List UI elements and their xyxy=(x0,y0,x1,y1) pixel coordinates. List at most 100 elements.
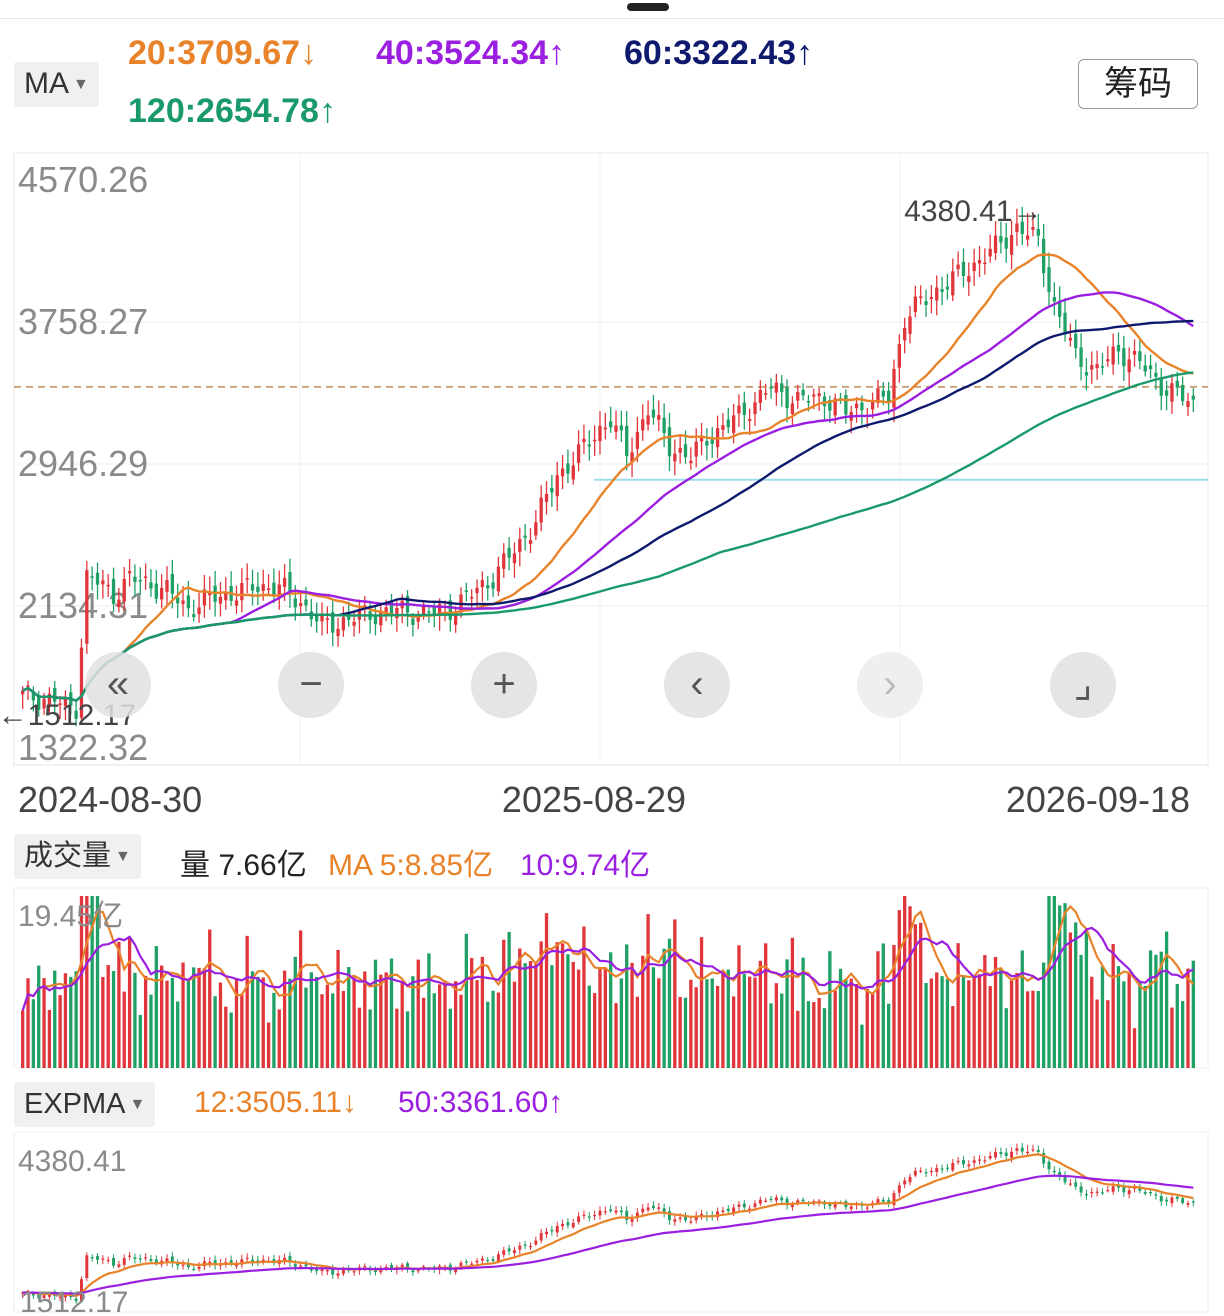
candle-body xyxy=(801,389,805,396)
expma-candle-body xyxy=(732,1207,736,1213)
expma-candle-body xyxy=(812,1201,816,1203)
expma-candle-body xyxy=(523,1244,527,1246)
candle-body xyxy=(240,583,244,601)
expma-candle-body xyxy=(213,1260,217,1266)
volume-bar xyxy=(812,1002,816,1068)
volume-bar xyxy=(47,1009,52,1068)
expma-panel-frame xyxy=(13,1131,1209,1313)
candle-body xyxy=(967,276,971,282)
volume-bar xyxy=(1052,896,1057,1068)
x-axis-date-label: 2025-08-29 xyxy=(502,779,686,820)
volume-selector[interactable]: 成交量 ▼ xyxy=(14,834,141,880)
expma-candle-body xyxy=(1015,1148,1019,1151)
volume-bar xyxy=(277,1009,281,1068)
candle-body xyxy=(512,553,517,564)
volume-bar xyxy=(475,980,479,1068)
expma-candle-body xyxy=(619,1210,623,1213)
candle-body xyxy=(486,585,490,589)
volume-bar xyxy=(940,976,944,1068)
expma-candle-body xyxy=(235,1264,238,1267)
expma-candle-body xyxy=(1149,1192,1153,1194)
candle-body xyxy=(320,614,324,622)
volume-bar xyxy=(1095,999,1099,1068)
volume-bar xyxy=(379,974,383,1068)
volume-bar xyxy=(518,948,522,1068)
expma-candle-body xyxy=(657,1207,661,1209)
expma-candle-body xyxy=(582,1214,586,1216)
drag-handle[interactable] xyxy=(627,3,669,11)
candle-body xyxy=(411,618,415,625)
volume-bar xyxy=(667,938,672,1068)
chip-distribution-button[interactable]: 筹码 xyxy=(1078,59,1198,109)
zoom-in-button[interactable]: + xyxy=(471,652,537,718)
volume-bar xyxy=(694,987,698,1068)
expma-candle-body xyxy=(913,1170,917,1176)
expma-candle-body xyxy=(507,1248,511,1252)
expma-candle-body xyxy=(1170,1197,1174,1204)
candle-body xyxy=(272,582,276,596)
volume-bar xyxy=(731,996,736,1068)
expma-candle-body xyxy=(1133,1187,1136,1189)
expma-candle-body xyxy=(122,1257,126,1265)
candle-body xyxy=(828,400,832,411)
candle-body xyxy=(480,580,485,588)
expma-candle-body xyxy=(876,1199,880,1204)
candle-body xyxy=(555,475,559,497)
expma-candle-body xyxy=(1154,1194,1158,1196)
volume-bar xyxy=(26,978,30,1068)
candle-body xyxy=(502,553,506,569)
expma-candle-body xyxy=(288,1255,292,1263)
expma-selector[interactable]: EXPMA ▼ xyxy=(14,1082,156,1128)
candle-body xyxy=(202,589,207,606)
volume-bar xyxy=(635,996,640,1068)
expma-candle-body xyxy=(315,1269,319,1272)
candle-body xyxy=(170,573,175,594)
volume-bar xyxy=(844,978,848,1068)
candle-body xyxy=(245,578,249,580)
expma-candle-body xyxy=(261,1259,265,1262)
expma-candle-body xyxy=(1181,1198,1185,1204)
fullscreen-button[interactable]: ⌟ xyxy=(1050,652,1116,718)
expma-candle-body xyxy=(299,1265,303,1267)
candle-body xyxy=(1122,348,1126,367)
candle-body xyxy=(453,613,458,625)
ma20-value: 20:3709.67↓ xyxy=(128,34,318,72)
candle-body xyxy=(384,607,388,615)
volume-bar xyxy=(1004,1008,1008,1068)
expma-candle-body xyxy=(678,1217,682,1220)
expma-candle-body xyxy=(972,1160,976,1163)
volume-bar xyxy=(143,975,148,1068)
candle-body xyxy=(657,415,661,420)
volume-bar xyxy=(395,1008,399,1068)
volume-bar xyxy=(646,914,650,1068)
volume-bar xyxy=(224,1006,228,1068)
expma-candle-body xyxy=(593,1215,597,1217)
expma-candle-body xyxy=(406,1263,410,1269)
candle-body xyxy=(560,468,565,477)
volume-bar xyxy=(106,964,110,1068)
volume-bar xyxy=(854,984,859,1068)
jump-back-button[interactable]: « xyxy=(85,652,151,718)
expma-candle-body xyxy=(881,1199,885,1202)
candle-body xyxy=(122,578,126,602)
next-button[interactable]: › xyxy=(857,652,923,718)
candle-body xyxy=(491,582,495,589)
prev-button[interactable]: ‹ xyxy=(664,652,730,718)
ma-selector[interactable]: MA ▼ xyxy=(14,62,99,108)
candle-body xyxy=(470,597,474,599)
candle-body xyxy=(1132,350,1137,355)
expma-candle-body xyxy=(790,1203,794,1208)
expma-candle-body xyxy=(684,1216,687,1221)
expma-candle-body xyxy=(780,1197,784,1201)
ma60-line xyxy=(22,319,1194,702)
candle-body xyxy=(737,405,741,414)
volume-bar xyxy=(272,992,276,1068)
expma-candle-body xyxy=(37,1294,41,1299)
expma-candle-body xyxy=(919,1170,923,1172)
zoom-out-button[interactable]: − xyxy=(278,652,344,718)
volume-bar xyxy=(715,985,720,1068)
expma-candle-body xyxy=(967,1164,971,1167)
volume-bar xyxy=(523,963,527,1068)
expma-candle-body xyxy=(694,1215,698,1221)
